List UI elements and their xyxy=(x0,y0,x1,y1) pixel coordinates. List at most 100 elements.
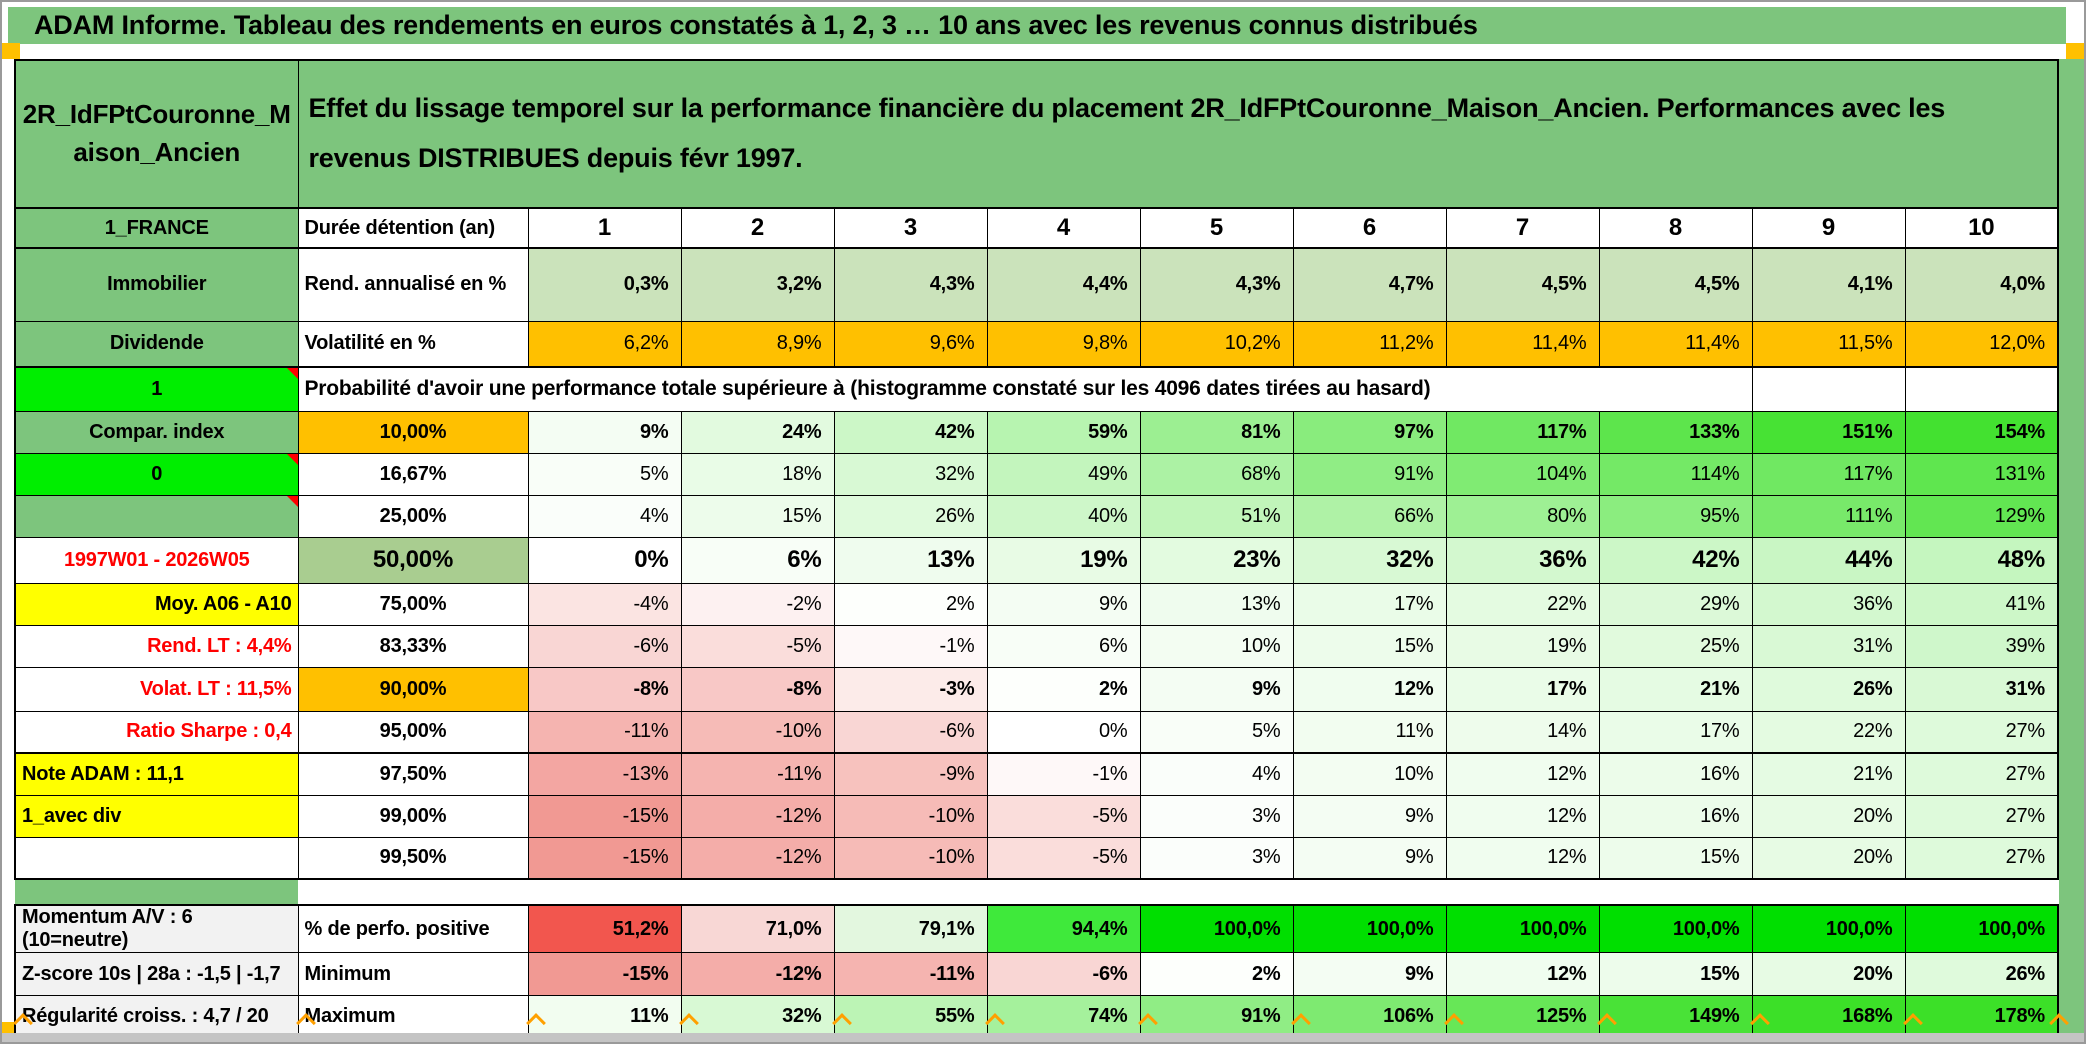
separator-cell[interactable] xyxy=(1140,879,1293,905)
value-cell[interactable]: -3% xyxy=(833,666,988,712)
table-description-cell[interactable]: Effet du lissage temporel sur la perform… xyxy=(297,59,2059,209)
threshold-cell[interactable]: 75,00% xyxy=(297,582,529,626)
value-cell[interactable]: -13% xyxy=(527,752,682,796)
value-cell[interactable]: -5% xyxy=(986,836,1141,880)
value-cell[interactable]: 32% xyxy=(833,452,988,496)
value-cell[interactable]: 94,4% xyxy=(986,904,1141,953)
row-label-a[interactable]: Volat. LT : 11,5% xyxy=(14,666,299,712)
value-cell[interactable]: 15% xyxy=(1598,836,1753,880)
separator-cell[interactable] xyxy=(15,879,298,905)
col-header-cell[interactable]: 4 xyxy=(986,207,1141,249)
region-cell[interactable]: 1_FRANCE xyxy=(14,207,299,249)
row-label-a[interactable]: Dividende xyxy=(14,320,299,368)
value-cell[interactable]: 9% xyxy=(1139,666,1294,712)
value-cell[interactable]: -6% xyxy=(833,710,988,754)
value-cell[interactable]: 4,5% xyxy=(1445,247,1600,322)
value-cell[interactable]: -2% xyxy=(680,582,835,626)
separator-cell[interactable] xyxy=(298,879,528,905)
value-cell[interactable]: 31% xyxy=(1904,666,2059,712)
value-cell[interactable]: -12% xyxy=(680,794,835,838)
summary-stat-cell[interactable]: Minimum xyxy=(297,952,529,996)
col-header-cell[interactable]: 2 xyxy=(680,207,835,249)
threshold-cell[interactable]: 99,50% xyxy=(297,836,529,880)
value-cell[interactable]: 6% xyxy=(680,536,835,584)
value-cell[interactable]: 4,4% xyxy=(986,247,1141,322)
value-cell[interactable]: 151% xyxy=(1751,410,1906,454)
row-label-a[interactable]: 1_avec div xyxy=(14,794,299,838)
value-cell[interactable]: -11% xyxy=(680,752,835,796)
row-label-a[interactable]: Immobilier xyxy=(14,247,299,322)
threshold-cell[interactable]: 16,67% xyxy=(297,452,529,496)
value-cell[interactable]: 9% xyxy=(1292,836,1447,880)
value-cell[interactable]: 24% xyxy=(680,410,835,454)
value-cell[interactable]: 26% xyxy=(833,494,988,538)
value-cell[interactable]: 11% xyxy=(527,995,682,1040)
separator-cell[interactable] xyxy=(1599,879,1752,905)
value-cell[interactable]: 22% xyxy=(1445,582,1600,626)
value-cell[interactable]: 91% xyxy=(1292,452,1447,496)
value-cell[interactable]: 15% xyxy=(680,494,835,538)
value-cell[interactable]: 42% xyxy=(1598,536,1753,584)
value-cell[interactable]: 0,3% xyxy=(527,247,682,322)
value-cell[interactable]: 0% xyxy=(527,536,682,584)
value-cell[interactable]: 44% xyxy=(1751,536,1906,584)
value-cell[interactable]: -10% xyxy=(833,794,988,838)
probability-flag-cell[interactable]: 1 xyxy=(14,366,299,412)
value-cell[interactable]: 48% xyxy=(1904,536,2059,584)
value-cell[interactable]: -11% xyxy=(833,952,988,996)
row-label-b[interactable]: Volatilité en % xyxy=(297,320,529,368)
value-cell[interactable]: 11,2% xyxy=(1292,320,1447,368)
separator-cell[interactable] xyxy=(528,879,681,905)
value-cell[interactable]: 154% xyxy=(1904,410,2059,454)
value-cell[interactable]: 36% xyxy=(1751,582,1906,626)
value-cell[interactable]: 15% xyxy=(1292,624,1447,668)
value-cell[interactable]: 19% xyxy=(1445,624,1600,668)
value-cell[interactable]: -1% xyxy=(833,624,988,668)
value-cell[interactable]: 27% xyxy=(1904,752,2059,796)
value-cell[interactable]: 16% xyxy=(1598,752,1753,796)
value-cell[interactable]: 3% xyxy=(1139,794,1294,838)
value-cell[interactable]: 11,5% xyxy=(1751,320,1906,368)
row-label-a[interactable]: Moy. A06 - A10 xyxy=(14,582,299,626)
value-cell[interactable]: 117% xyxy=(1751,452,1906,496)
empty-cell[interactable] xyxy=(1751,366,1906,412)
value-cell[interactable]: 51% xyxy=(1139,494,1294,538)
value-cell[interactable]: 12% xyxy=(1445,752,1600,796)
value-cell[interactable]: 18% xyxy=(680,452,835,496)
threshold-cell[interactable]: 90,00% xyxy=(297,666,529,712)
threshold-cell[interactable]: 99,00% xyxy=(297,794,529,838)
row-label-a[interactable]: Compar. index xyxy=(14,410,299,454)
value-cell[interactable]: 3% xyxy=(1139,836,1294,880)
probability-header-cell[interactable]: Probabilité d'avoir une performance tota… xyxy=(297,366,1753,412)
col-header-cell[interactable]: 10 xyxy=(1904,207,2059,249)
value-cell[interactable]: 12% xyxy=(1445,794,1600,838)
col-header-cell[interactable]: 7 xyxy=(1445,207,1600,249)
value-cell[interactable]: 20% xyxy=(1751,794,1906,838)
value-cell[interactable]: -4% xyxy=(527,582,682,626)
value-cell[interactable]: 9,8% xyxy=(986,320,1141,368)
value-cell[interactable]: 27% xyxy=(1904,794,2059,838)
value-cell[interactable]: 68% xyxy=(1139,452,1294,496)
value-cell[interactable]: 95% xyxy=(1598,494,1753,538)
value-cell[interactable]: -15% xyxy=(527,794,682,838)
col-header-cell[interactable]: 5 xyxy=(1139,207,1294,249)
value-cell[interactable]: 32% xyxy=(1292,536,1447,584)
row-label-a[interactable]: 0 xyxy=(14,452,299,496)
value-cell[interactable]: 11,4% xyxy=(1445,320,1600,368)
value-cell[interactable]: 27% xyxy=(1904,710,2059,754)
value-cell[interactable]: 129% xyxy=(1904,494,2059,538)
value-cell[interactable]: 10% xyxy=(1139,624,1294,668)
value-cell[interactable]: 6% xyxy=(986,624,1141,668)
separator-cell[interactable] xyxy=(681,879,834,905)
value-cell[interactable]: 3,2% xyxy=(680,247,835,322)
row-label-a[interactable]: Rend. LT : 4,4% xyxy=(14,624,299,668)
value-cell[interactable]: -10% xyxy=(833,836,988,880)
value-cell[interactable]: 26% xyxy=(1904,952,2059,996)
value-cell[interactable]: -1% xyxy=(986,752,1141,796)
col-header-cell[interactable]: 8 xyxy=(1598,207,1753,249)
value-cell[interactable]: 100,0% xyxy=(1292,904,1447,953)
value-cell[interactable]: 12% xyxy=(1292,666,1447,712)
value-cell[interactable]: 6,2% xyxy=(527,320,682,368)
summary-label-cell[interactable]: Régularité croiss. : 4,7 / 20 xyxy=(14,995,299,1040)
value-cell[interactable]: -12% xyxy=(680,836,835,880)
